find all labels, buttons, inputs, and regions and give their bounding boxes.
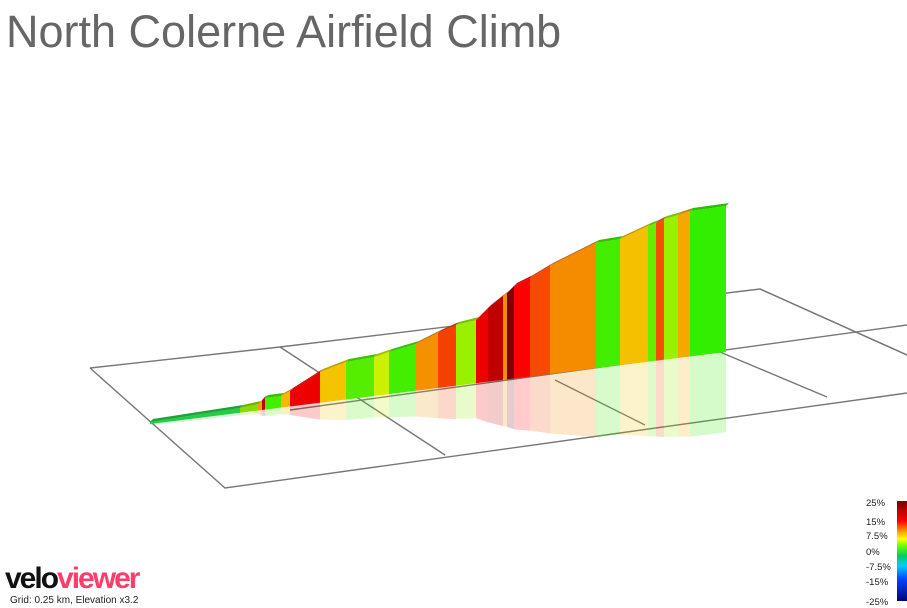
legend-label: -15%: [866, 577, 889, 588]
profile-segment: [456, 320, 476, 386]
profile-segment: [503, 293, 507, 380]
legend-label: 15%: [866, 517, 886, 528]
profile-top-rim: [150, 203, 729, 422]
profile-segment: [258, 400, 262, 411]
profile-reflection: [150, 352, 726, 438]
profile-segment: [374, 352, 389, 396]
profile-segment: [664, 215, 678, 360]
profile-segment: [346, 357, 374, 400]
profile-segment: [620, 226, 648, 366]
profile-segment: [514, 278, 530, 379]
profile-segment: [488, 296, 503, 382]
profile-segments: [150, 206, 726, 424]
legend-label: 7.5%: [866, 531, 888, 542]
profile-segment: [678, 211, 690, 358]
profile-segment: [150, 408, 240, 424]
profile-segment: [320, 362, 346, 403]
page-title: North Colerne Airfield Climb: [6, 6, 562, 57]
veloviewer-logo[interactable]: veloviewer: [5, 562, 140, 595]
profile-segment: [550, 243, 596, 374]
profile-segment: [262, 398, 265, 410]
profile-segment: [265, 396, 281, 410]
profile-segment: [656, 219, 664, 361]
profile-segment: [281, 391, 290, 408]
legend-label: 0%: [866, 547, 880, 558]
profile-segment: [240, 404, 258, 413]
profile-segment: [648, 223, 656, 362]
profile-segment: [507, 286, 514, 380]
profile-segment: [389, 344, 416, 395]
legend-label: 25%: [866, 498, 886, 509]
profile-segment: [476, 308, 488, 384]
legend-label: -7.5%: [866, 562, 891, 573]
profile-segment: [690, 206, 726, 357]
profile-segment: [416, 333, 438, 391]
profile-segment: [290, 372, 320, 407]
legend-label: -25%: [866, 597, 889, 608]
profile-segment: [438, 325, 456, 388]
profile-segment: [596, 239, 620, 369]
profile-segment: [530, 266, 550, 377]
grid-scale-note: Grid: 0.25 km, Elevation x3.2: [10, 595, 139, 606]
gradient-legend-colorbar: [897, 501, 907, 601]
